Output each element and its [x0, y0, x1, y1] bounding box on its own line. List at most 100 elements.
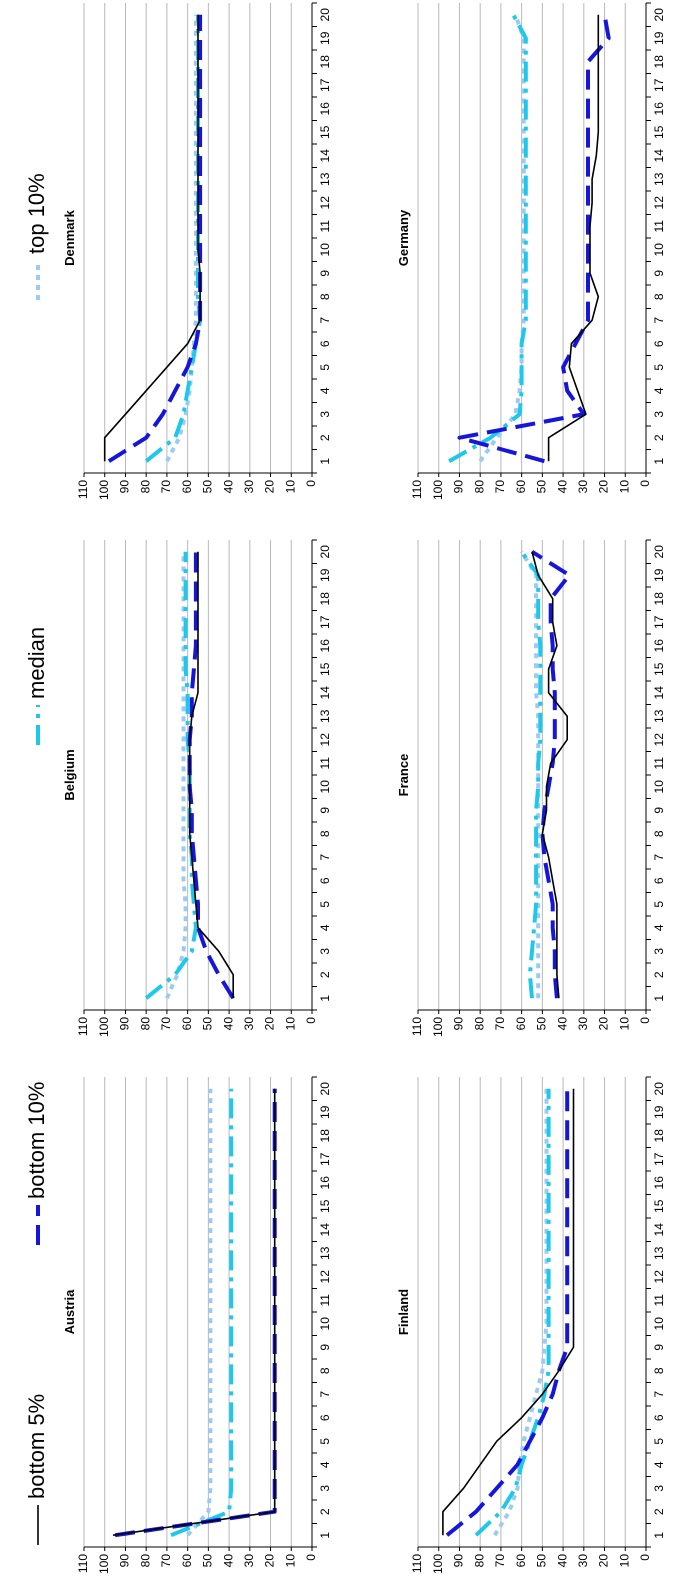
x-tick-label: 11	[652, 757, 666, 770]
x-tick-label: 14	[318, 686, 332, 700]
x-tick-label: 5	[652, 364, 666, 371]
y-tick-label: 40	[555, 1554, 569, 1568]
y-tick-label: 110	[76, 1017, 90, 1036]
y-tick-label: 70	[159, 1017, 173, 1031]
x-tick-label: 5	[318, 1438, 332, 1445]
x-tick-label: 18	[652, 55, 666, 69]
x-tick-label: 4	[318, 924, 332, 931]
x-tick-label: 4	[652, 1461, 666, 1468]
x-tick-label: 2	[318, 971, 332, 978]
x-tick-label: 19	[652, 1105, 666, 1119]
legend: bottom 5% bottom 10% median top 10%	[24, 173, 49, 1545]
y-tick-label: 110	[76, 480, 90, 499]
y-tick-label: 100	[97, 1017, 111, 1037]
x-tick-label: 18	[318, 55, 332, 69]
y-tick-label: 100	[431, 1017, 445, 1037]
x-tick-label: 8	[318, 1367, 332, 1374]
y-tick-label: 100	[97, 1554, 111, 1574]
y-tick-label: 30	[576, 480, 590, 494]
x-tick-label: 9	[652, 1344, 666, 1351]
x-tick-label: 15	[318, 125, 332, 139]
x-tick-label: 14	[652, 686, 666, 700]
y-tick-label: 80	[138, 1554, 152, 1568]
x-tick-label: 10	[652, 243, 666, 257]
x-tick-label: 18	[318, 592, 332, 606]
x-tick-label: 12	[652, 733, 666, 747]
y-tick-label: 80	[138, 1017, 152, 1031]
x-tick-label: 10	[318, 1317, 332, 1331]
x-tick-label: 20	[652, 1082, 666, 1096]
x-tick-label: 13	[652, 1246, 666, 1260]
y-tick-label: 60	[180, 480, 194, 494]
x-tick-label: 20	[652, 8, 666, 22]
x-tick-label: 10	[318, 243, 332, 257]
x-tick-label: 1	[318, 995, 332, 1002]
x-tick-label: 12	[318, 1270, 332, 1284]
y-tick-label: 100	[431, 480, 445, 500]
x-tick-label: 10	[318, 780, 332, 794]
x-tick-label: 3	[318, 948, 332, 955]
y-tick-label: 40	[221, 1554, 235, 1568]
y-tick-label: 80	[472, 1017, 486, 1031]
x-tick-label: 11	[652, 1294, 666, 1307]
chart-title: France	[396, 754, 411, 797]
x-tick-label: 1	[318, 1532, 332, 1539]
y-tick-label: 80	[472, 480, 486, 494]
chart-title: Finland	[396, 1289, 411, 1335]
chart-panel-denmark: 0102030405060708090100110123456789101112…	[62, 2, 332, 500]
x-tick-label: 14	[318, 149, 332, 163]
series-line-bottom-5-	[531, 551, 568, 999]
x-tick-label: 4	[318, 1461, 332, 1468]
x-tick-label: 6	[652, 1414, 666, 1421]
chart-title: Denmark	[62, 209, 77, 265]
y-tick-label: 60	[514, 1017, 528, 1031]
x-tick-label: 3	[652, 948, 666, 955]
x-tick-label: 20	[318, 8, 332, 22]
x-tick-label: 15	[318, 662, 332, 676]
x-tick-label: 18	[318, 1129, 332, 1143]
y-tick-label: 50	[535, 1554, 549, 1568]
y-tick-label: 80	[138, 480, 152, 494]
x-tick-label: 17	[318, 615, 332, 629]
x-tick-label: 2	[652, 1508, 666, 1515]
x-tick-label: 17	[652, 78, 666, 92]
y-tick-label: 20	[597, 480, 611, 494]
x-tick-label: 4	[652, 924, 666, 931]
x-tick-label: 5	[652, 1438, 666, 1445]
series-line-bottom-10-	[530, 550, 572, 999]
y-tick-label: 50	[535, 1017, 549, 1031]
x-tick-label: 6	[652, 340, 666, 347]
series-line-top-10-	[478, 14, 526, 463]
series-line-bottom-5-	[442, 1088, 575, 1536]
y-tick-label: 30	[242, 480, 256, 494]
x-tick-label: 5	[652, 901, 666, 908]
y-tick-label: 90	[118, 480, 132, 494]
x-tick-label: 20	[318, 1082, 332, 1096]
y-tick-label: 20	[263, 1017, 277, 1031]
chart-panel-france: 0102030405060708090100110123456789101112…	[396, 539, 666, 1037]
y-tick-label: 40	[221, 480, 235, 494]
x-tick-label: 4	[318, 387, 332, 394]
x-tick-label: 5	[318, 901, 332, 908]
x-tick-label: 2	[652, 434, 666, 441]
y-tick-label: 100	[97, 480, 111, 500]
x-tick-label: 12	[652, 1270, 666, 1284]
y-tick-label: 20	[597, 1017, 611, 1031]
y-tick-label: 70	[493, 480, 507, 494]
x-tick-label: 20	[318, 545, 332, 559]
y-tick-label: 80	[472, 1554, 486, 1568]
x-tick-label: 3	[652, 411, 666, 418]
x-tick-label: 7	[318, 854, 332, 861]
y-tick-label: 90	[452, 480, 466, 494]
x-tick-label: 13	[318, 172, 332, 186]
y-tick-label: 0	[304, 480, 318, 487]
x-tick-label: 8	[652, 293, 666, 300]
x-tick-label: 11	[652, 220, 666, 233]
x-tick-label: 15	[652, 1199, 666, 1213]
series-line-median	[448, 13, 528, 463]
series-line-top-10-	[186, 1088, 213, 1537]
x-tick-label: 16	[318, 639, 332, 653]
x-tick-label: 6	[318, 340, 332, 347]
x-tick-label: 12	[652, 196, 666, 210]
